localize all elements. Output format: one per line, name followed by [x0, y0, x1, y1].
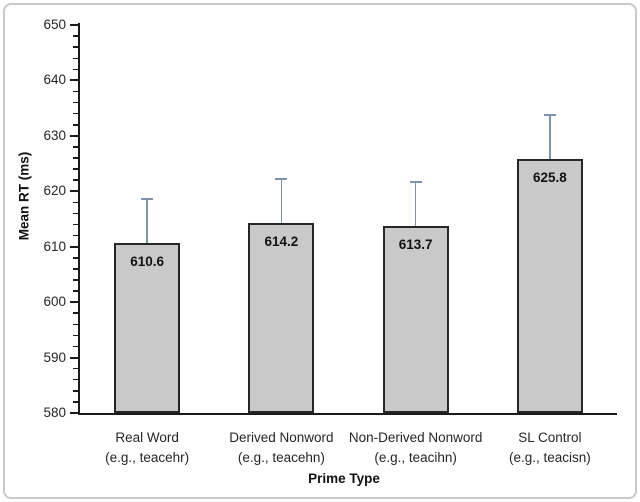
y-tick-label: 650	[43, 17, 66, 32]
category-name: Real Word	[115, 430, 179, 445]
y-tick-label: 630	[43, 127, 66, 143]
y-minor-tick	[73, 279, 78, 281]
y-minor-tick	[73, 334, 78, 337]
category-label: SL Control (e.g., teacisn)	[509, 428, 591, 468]
y-major-tick	[70, 24, 78, 26]
y-tick-label: 590	[43, 349, 66, 365]
y-major-tick	[70, 79, 78, 82]
y-minor-tick	[73, 35, 78, 37]
bar	[248, 223, 315, 413]
y-minor-tick	[73, 168, 78, 170]
category-name: Non-Derived Nonword	[348, 430, 483, 445]
bar-value-label: 610.6	[130, 254, 165, 270]
error-bar-line	[414, 182, 417, 227]
y-tick-label: 610	[43, 238, 66, 254]
y-minor-tick	[73, 323, 78, 326]
error-bar-line	[549, 114, 551, 160]
y-major-tick	[70, 134, 78, 137]
y-minor-tick	[73, 345, 78, 348]
category-example: (e.g., teacehr)	[105, 450, 190, 465]
error-bar-cap	[141, 198, 154, 201]
bar-value-label: 625.8	[532, 170, 567, 186]
y-tick-label: 620	[43, 183, 66, 199]
y-tick-label: 600	[43, 294, 66, 310]
category-label: Derived Nonword (e.g., teacehn)	[229, 428, 333, 468]
category-example: (e.g., teacehn)	[237, 450, 325, 465]
y-minor-tick	[73, 146, 78, 148]
y-major-tick	[70, 190, 78, 193]
y-minor-tick	[73, 312, 78, 314]
y-tick-label: 640	[43, 72, 66, 88]
x-axis-title: Prime Type	[308, 471, 380, 486]
y-axis-line	[78, 23, 80, 415]
y-minor-tick	[73, 223, 78, 226]
y-minor-tick	[73, 90, 78, 93]
y-minor-tick	[73, 378, 78, 381]
y-minor-tick	[73, 57, 78, 59]
y-minor-tick	[73, 367, 78, 370]
y-minor-tick	[73, 201, 78, 204]
y-minor-tick	[73, 401, 78, 403]
category-example: (e.g., teacisn)	[508, 450, 591, 465]
category-label: Real Word (e.g., teacehr)	[105, 428, 189, 468]
category-example: (e.g., teacihn)	[374, 450, 457, 465]
y-major-tick	[70, 301, 78, 304]
bar-value-label: 614.2	[264, 234, 299, 250]
y-minor-tick	[73, 68, 78, 71]
y-minor-tick	[73, 101, 78, 104]
y-major-tick	[70, 245, 78, 248]
bar	[516, 159, 583, 413]
bar	[114, 243, 181, 413]
y-minor-tick	[73, 157, 78, 159]
error-bar-line	[280, 179, 283, 224]
y-minor-tick	[73, 124, 78, 126]
bar	[382, 226, 449, 413]
y-minor-tick	[73, 234, 78, 237]
y-minor-tick	[73, 179, 78, 181]
x-axis-line	[78, 413, 617, 415]
category-name: Derived Nonword	[229, 430, 334, 445]
error-bar-line	[146, 199, 148, 244]
y-minor-tick	[73, 290, 78, 292]
y-minor-tick	[73, 46, 78, 48]
y-minor-tick	[73, 212, 78, 215]
y-major-tick	[70, 412, 78, 414]
y-minor-tick	[73, 268, 78, 270]
bar-value-label: 613.7	[398, 237, 433, 253]
y-tick-label: 580	[43, 405, 66, 420]
category-label: Non-Derived Nonword (e.g., teacihn)	[349, 428, 483, 468]
category-name: SL Control	[518, 430, 582, 445]
y-minor-tick	[73, 257, 78, 259]
error-bar-cap	[275, 178, 288, 181]
error-bar-cap	[409, 181, 422, 184]
error-bar-cap	[543, 113, 556, 116]
y-minor-tick	[73, 390, 78, 392]
y-major-tick	[70, 356, 78, 359]
y-minor-tick	[73, 112, 78, 115]
